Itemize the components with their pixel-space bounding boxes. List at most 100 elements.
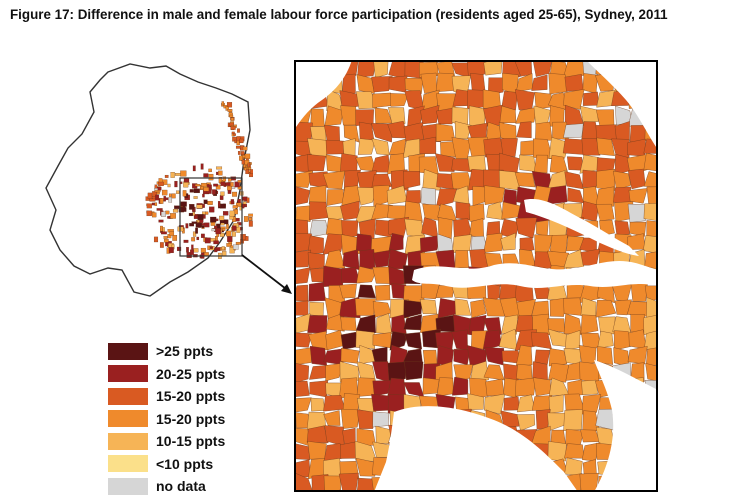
overview-region <box>215 236 218 242</box>
overview-region <box>248 213 253 217</box>
suburb-region <box>309 345 327 366</box>
overview-region <box>220 191 225 196</box>
suburb-region <box>436 107 456 125</box>
legend-swatch <box>108 455 148 473</box>
overview-region <box>230 126 236 130</box>
overview-region <box>153 236 159 243</box>
overview-region <box>246 197 250 203</box>
overview-region <box>200 247 206 253</box>
overview-region <box>186 252 192 258</box>
suburb-region <box>435 285 455 298</box>
overview-region <box>169 231 175 236</box>
suburb-region <box>564 443 585 459</box>
figure-title: Figure 17: Difference in male and female… <box>10 7 668 22</box>
suburb-region <box>514 172 536 188</box>
suburb-region <box>388 107 406 126</box>
suburb-region <box>372 266 391 284</box>
suburb-region <box>308 331 329 351</box>
overview-region <box>231 131 235 135</box>
suburb-region <box>294 347 313 366</box>
overview-region <box>161 189 168 196</box>
suburb-region <box>386 185 408 205</box>
overview-region <box>193 248 199 253</box>
overview-region <box>146 203 152 209</box>
suburb-region <box>356 266 377 284</box>
suburb-region <box>519 237 535 253</box>
overview-region <box>216 166 223 170</box>
overview-region <box>213 183 218 187</box>
suburb-region <box>580 297 597 317</box>
suburb-region <box>340 408 361 429</box>
legend-item-20-25: 20-25 ppts <box>108 363 225 386</box>
suburb-region <box>325 382 345 399</box>
suburb-region <box>563 348 581 365</box>
suburb-region <box>595 124 617 141</box>
overview-region <box>171 193 176 199</box>
overview-region <box>217 201 221 207</box>
top-right-water-shape <box>586 60 658 150</box>
suburb-region <box>403 299 423 319</box>
overview-region <box>239 155 243 161</box>
overview-region <box>230 117 234 121</box>
overview-region <box>215 228 221 235</box>
suburb-region <box>469 377 489 399</box>
suburb-region <box>582 91 599 106</box>
overview-region <box>245 169 250 175</box>
overview-region <box>155 194 160 201</box>
southern-bay-shape <box>374 406 578 492</box>
suburb-region <box>645 347 658 367</box>
legend-swatch <box>108 477 148 495</box>
overview-region <box>161 211 166 217</box>
overview-region <box>240 234 246 240</box>
legend-label: >25 ppts <box>156 343 214 360</box>
overview-region <box>194 184 200 187</box>
suburb-region <box>614 121 630 142</box>
suburb-region <box>612 170 632 191</box>
suburb-region <box>469 218 485 239</box>
suburb-region <box>356 74 375 94</box>
overview-region <box>221 101 225 106</box>
overview-region <box>219 195 224 200</box>
overview-region <box>191 237 196 242</box>
suburb-region <box>294 362 310 383</box>
suburb-region <box>325 362 345 382</box>
overview-region <box>174 180 178 188</box>
suburb-region <box>340 153 358 173</box>
suburb-region <box>372 380 392 397</box>
suburb-region <box>325 139 345 155</box>
overview-region <box>235 241 242 245</box>
overview-region <box>175 173 181 176</box>
suburb-region <box>533 377 551 397</box>
overview-region <box>189 189 194 193</box>
suburb-region <box>515 217 538 239</box>
suburb-region <box>467 393 485 410</box>
suburb-region <box>483 60 503 76</box>
zoom-extent-box <box>179 177 243 257</box>
suburb-region <box>595 204 615 222</box>
suburb-region <box>391 314 407 335</box>
suburb-region <box>564 171 584 190</box>
suburb-region <box>404 361 424 381</box>
suburb-region <box>340 347 360 364</box>
suburb-region <box>324 105 344 127</box>
overview-region <box>189 223 195 227</box>
overview-region <box>244 153 251 159</box>
overview-region <box>216 233 220 237</box>
overview-region <box>181 207 187 212</box>
suburb-region <box>548 348 568 367</box>
overview-region <box>244 159 250 165</box>
suburb-region <box>466 60 486 78</box>
suburb-region <box>563 123 584 138</box>
overview-region <box>232 191 238 197</box>
zoomed-map-frame <box>294 60 658 492</box>
overview-region <box>243 216 249 222</box>
overview-region <box>225 182 231 186</box>
suburb-region <box>324 425 345 447</box>
suburb-region <box>436 377 454 397</box>
overview-region <box>214 248 218 253</box>
legend-label: 15-20 ppts <box>156 388 226 405</box>
suburb-region <box>343 124 360 143</box>
suburb-region <box>355 330 375 349</box>
suburb-region <box>357 60 377 78</box>
overview-region <box>196 204 203 209</box>
